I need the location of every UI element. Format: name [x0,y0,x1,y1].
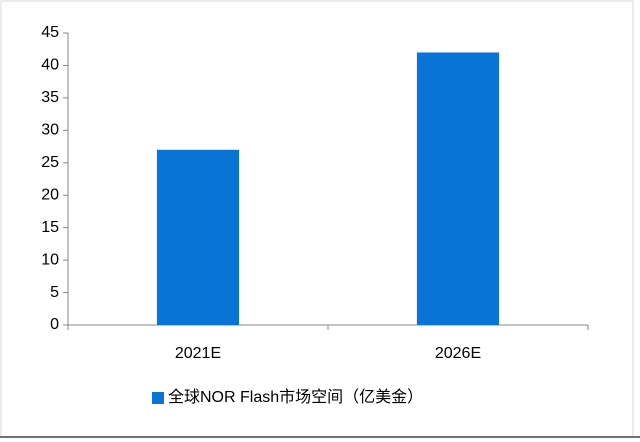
y-tick-label: 40 [41,57,59,74]
y-tick-label: 45 [41,24,59,41]
y-tick-label: 15 [41,219,59,236]
x-tick-label: 2026E [435,345,481,362]
y-tick-label: 35 [41,89,59,106]
bar [156,149,240,325]
legend-label: 全球NOR Flash市场空间（亿美金） [168,388,423,406]
legend-swatch [152,392,164,404]
y-tick-label: 10 [41,251,59,268]
bar [416,52,500,325]
y-tick-label: 30 [41,122,59,139]
y-tick-label: 0 [50,316,59,333]
y-tick-label: 5 [50,284,59,301]
x-tick-label: 2021E [175,345,221,362]
y-tick-label: 25 [41,154,59,171]
y-tick-label: 20 [41,186,59,203]
